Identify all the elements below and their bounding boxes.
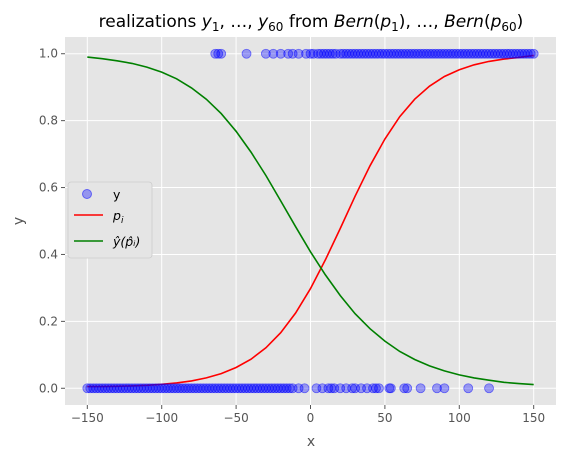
- y-tick-label: 0.4: [39, 247, 58, 261]
- y-tick-label: 0.0: [39, 381, 58, 395]
- x-axis-ticks: −150 −100 −50 0 50 100 150: [71, 405, 545, 425]
- scatter-point-y1: [241, 48, 252, 59]
- x-axis-label: x: [307, 434, 315, 450]
- title-bern1-sub: 1: [391, 20, 399, 34]
- x-tick-label: −150: [71, 411, 104, 425]
- scatter-point-y1: [327, 48, 338, 59]
- x-tick-label: −50: [223, 411, 248, 425]
- title-bern1-arg: p: [379, 12, 391, 32]
- title-sep2: , …,: [405, 12, 444, 32]
- legend-box: [67, 181, 153, 259]
- title-y60-sub: 60: [268, 20, 283, 34]
- scatter-point-y0: [402, 383, 413, 394]
- legend-label-p-sub: i: [121, 216, 124, 226]
- y-axis-label: y: [11, 217, 27, 225]
- title-middle: from: [283, 12, 333, 32]
- scatter-point-y1: [528, 48, 539, 59]
- legend-scatter-marker: [82, 189, 92, 199]
- series-lines: [87, 54, 534, 388]
- legend-label-p-base: p: [112, 208, 121, 223]
- x-tick-label: 0: [307, 411, 315, 425]
- title-bern60-base: Bern: [444, 12, 484, 32]
- title-prefix: realizations: [99, 12, 202, 32]
- scatter-point-y0: [439, 383, 450, 394]
- line-series-p_i: [87, 54, 534, 388]
- scatter-point-y0: [374, 383, 384, 394]
- scatter-points: [82, 48, 539, 394]
- scatter-point-y0: [463, 383, 474, 394]
- scatter-point-y1: [525, 48, 536, 59]
- y-tick-label: 0.2: [39, 314, 58, 328]
- x-tick-label: 150: [522, 411, 545, 425]
- scatter-point-y0: [371, 383, 381, 394]
- y-tick-label: 0.8: [39, 114, 58, 128]
- line-series-y_hat: [87, 56, 534, 386]
- title-bern1-open: (: [374, 12, 381, 32]
- title-bern1-base: Bern: [334, 12, 374, 32]
- legend: y pi ŷ(p̂ᵢ): [67, 181, 153, 259]
- title-bern1-close: ): [399, 12, 406, 32]
- scatter-point-y1: [216, 48, 227, 59]
- y-tick-label: 1.0: [39, 47, 58, 61]
- title-sep1: , …,: [219, 12, 258, 32]
- x-tick-label: 50: [377, 411, 392, 425]
- title-y1-sub: 1: [212, 20, 220, 34]
- scatter-point-y1: [275, 48, 286, 59]
- chart-title: realizations y1, …, y60 from Bern(p1), ……: [99, 12, 524, 34]
- scatter-point-y0: [415, 383, 426, 394]
- scatter-point-y0: [432, 383, 442, 394]
- title-y1-base: y: [201, 12, 213, 32]
- scatter-point-y1: [260, 48, 271, 59]
- scatter-point-y0: [399, 383, 410, 394]
- scatter-point-y0: [484, 383, 494, 394]
- scatter-point-y1: [305, 48, 316, 59]
- scatter-point-y1: [213, 48, 224, 59]
- legend-label-yhat: ŷ(p̂ᵢ): [112, 234, 140, 249]
- title-y60-base: y: [257, 12, 269, 32]
- scatter-point-y1: [293, 48, 304, 59]
- scatter-point-y0: [385, 383, 396, 394]
- scatter-point-y1: [268, 48, 279, 59]
- title-bern60-close: ): [517, 12, 524, 32]
- title-bern60-arg: p: [490, 12, 502, 32]
- title-bern60-open: (: [484, 12, 491, 32]
- x-tick-label: 100: [448, 411, 471, 425]
- title-bern60-sub: 60: [501, 20, 516, 34]
- x-tick-label: −100: [145, 411, 178, 425]
- scatter-point-y0: [299, 383, 310, 394]
- y-axis-ticks: 0.0 0.2 0.4 0.6 0.8 1.0: [39, 47, 65, 395]
- legend-label-y: y: [113, 187, 121, 202]
- legend-label-p: pi: [112, 208, 124, 226]
- y-tick-label: 0.6: [39, 181, 58, 195]
